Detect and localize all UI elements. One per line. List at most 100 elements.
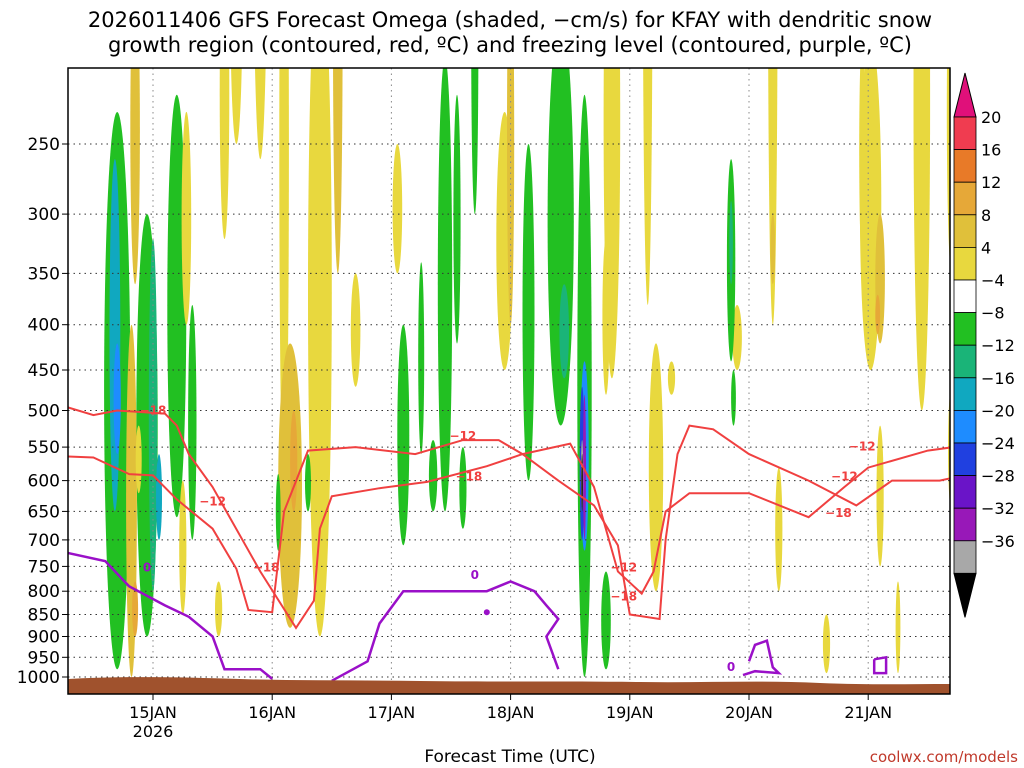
omega-shade-68 xyxy=(135,425,142,494)
colorbar-segment-1 xyxy=(953,116,977,150)
freezing-contour-dot xyxy=(483,609,490,616)
omega-shade-41 xyxy=(583,394,586,540)
omega-shade-54 xyxy=(768,68,778,325)
omega-shade-46 xyxy=(601,571,611,670)
colorbar-label-5: 4 xyxy=(981,238,991,257)
omega-shading xyxy=(104,68,950,677)
omega-shade-24 xyxy=(350,273,361,387)
y-label-550: 550 xyxy=(28,438,60,458)
x-label-15JAN: 15JAN xyxy=(129,703,177,722)
plot-area: −18 −12 −18 −12 −18 −12 −18 −12 −18 −12 0 0 0 xyxy=(68,68,950,694)
colorbar-label-2: 16 xyxy=(981,141,1001,160)
y-label-850: 850 xyxy=(28,606,60,626)
colorbar-segment-2 xyxy=(953,149,977,183)
omega-shade-25 xyxy=(392,144,403,274)
freezing-contour-c xyxy=(742,639,783,677)
colorbar-label-8: −12 xyxy=(981,336,1015,355)
red-contour-label-10: −12 xyxy=(849,440,876,454)
y-label-350: 350 xyxy=(28,264,60,284)
red-contour-label-3: −18 xyxy=(253,561,280,575)
omega-shade-2 xyxy=(109,159,121,512)
colorbar-label-6: −4 xyxy=(981,271,1005,290)
omega-shade-47 xyxy=(643,68,653,305)
omega-shade-55 xyxy=(770,214,776,285)
omega-shade-6 xyxy=(156,454,162,540)
colorbar-label-14: −36 xyxy=(981,532,1015,551)
x-label-21JAN: 21JAN xyxy=(844,703,892,722)
y-label-750: 750 xyxy=(28,557,60,577)
y-label-1000: 1000 xyxy=(17,668,60,688)
omega-shade-13 xyxy=(179,480,187,615)
colorbar-segment-10 xyxy=(953,409,977,444)
omega-shade-15 xyxy=(231,68,242,144)
dendritic-contour-minus12 xyxy=(68,424,950,621)
omega-shade-26 xyxy=(397,324,410,546)
freezing-contour-b xyxy=(331,580,560,682)
red-contour-label-7: −18 xyxy=(610,590,637,604)
x-label-20JAN: 20JAN xyxy=(725,703,773,722)
gridlines xyxy=(68,68,950,694)
omega-shade-62 xyxy=(913,68,931,411)
omega-shade-31 xyxy=(459,447,467,529)
omega-shade-9 xyxy=(132,581,139,637)
colorbar-label-11: −24 xyxy=(981,434,1015,453)
y-label-800: 800 xyxy=(28,582,60,602)
omega-shade-10 xyxy=(167,94,187,518)
chart-title-line-2: growth region (contoured, red, ºC) and f… xyxy=(108,33,912,57)
x-axis-label: Forecast Time (UTC) xyxy=(424,747,595,767)
colorbar-bottom-arrow xyxy=(953,572,977,618)
colorbar-top-arrow xyxy=(953,72,977,118)
x-label-19JAN: 19JAN xyxy=(606,703,654,722)
omega-shade-19 xyxy=(290,410,298,512)
red-contour-label-6: −12 xyxy=(610,561,637,575)
omega-shade-53 xyxy=(731,370,736,426)
omega-shade-11 xyxy=(181,111,192,325)
omega-shade-48 xyxy=(648,343,664,592)
purple-contour-label-1: 0 xyxy=(143,561,151,575)
omega-shade-50 xyxy=(732,305,742,370)
omega-shade-23 xyxy=(305,454,311,512)
y-label-450: 450 xyxy=(28,361,60,381)
y-label-600: 600 xyxy=(28,472,60,492)
omega-shade-20 xyxy=(275,474,281,551)
colorbar-label-3: 12 xyxy=(981,173,1001,192)
red-contour-label-1: −18 xyxy=(140,403,167,417)
omega-shade-16 xyxy=(255,68,266,160)
y-axis: 2503003504004505005506006507007508008509… xyxy=(17,135,68,688)
y-label-250: 250 xyxy=(28,135,60,155)
x-label-16JAN: 16JAN xyxy=(248,703,296,722)
x-sublabel-year: 2026 xyxy=(133,722,174,741)
colorbar-segment-14 xyxy=(953,540,977,574)
omega-shade-7 xyxy=(130,68,140,285)
x-label-18JAN: 18JAN xyxy=(487,703,535,722)
omega-shade-18 xyxy=(278,343,302,628)
y-label-500: 500 xyxy=(28,402,60,422)
dendritic-contour-minus18 xyxy=(68,406,950,630)
colorbar-segment-6 xyxy=(953,279,977,313)
colorbar-segment-5 xyxy=(953,246,977,281)
colorbar-segment-12 xyxy=(953,475,977,509)
omega-shade-56 xyxy=(775,467,783,592)
freezing-contour-d xyxy=(872,655,888,675)
omega-shade-37 xyxy=(559,284,569,379)
y-label-700: 700 xyxy=(28,531,60,551)
y-label-950: 950 xyxy=(28,648,60,668)
red-contour-label-8: −12 xyxy=(831,470,858,484)
colorbar-segment-9 xyxy=(953,377,977,411)
omega-shade-22 xyxy=(333,68,343,274)
colorbar-label-10: −20 xyxy=(981,401,1015,420)
omega-shade-71 xyxy=(895,581,901,674)
colorbar-label-13: −32 xyxy=(981,499,1015,518)
purple-contour-label-3: 0 xyxy=(727,660,735,674)
omega-shade-28 xyxy=(437,68,453,512)
red-contour-label-4: −12 xyxy=(450,429,477,443)
credit-text: coolwx.com/models xyxy=(870,748,1018,766)
omega-shade-34 xyxy=(522,143,535,481)
colorbar-label-12: −28 xyxy=(981,467,1015,486)
omega-shade-36 xyxy=(547,68,574,426)
omega-shade-27 xyxy=(418,262,425,454)
colorbar-segment-11 xyxy=(953,442,977,476)
red-contour-label-9: −18 xyxy=(825,506,852,520)
